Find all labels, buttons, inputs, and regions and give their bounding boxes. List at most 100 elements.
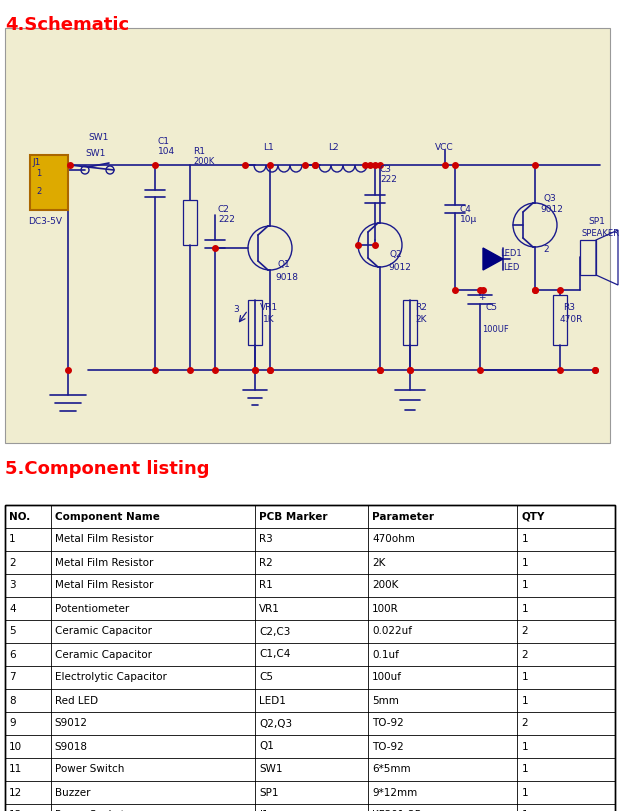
Text: 1K: 1K bbox=[263, 315, 274, 324]
Bar bbox=[553, 295, 567, 345]
Text: NO.: NO. bbox=[9, 512, 30, 521]
Text: 100R: 100R bbox=[372, 603, 399, 613]
Text: +: + bbox=[478, 293, 486, 302]
Text: Buzzer: Buzzer bbox=[55, 787, 90, 797]
Text: 1: 1 bbox=[521, 787, 528, 797]
Text: 2: 2 bbox=[36, 187, 41, 196]
Text: LED1: LED1 bbox=[500, 248, 522, 258]
Text: 2K: 2K bbox=[372, 557, 386, 568]
Text: S9018: S9018 bbox=[55, 741, 88, 752]
Text: 0.1uf: 0.1uf bbox=[372, 650, 399, 659]
Text: 1: 1 bbox=[521, 603, 528, 613]
Text: Potentiometer: Potentiometer bbox=[55, 603, 129, 613]
Bar bbox=[183, 200, 197, 245]
Text: 470ohm: 470ohm bbox=[372, 534, 415, 544]
Text: 104: 104 bbox=[158, 148, 175, 157]
Text: 9: 9 bbox=[9, 719, 16, 728]
Text: R1: R1 bbox=[193, 148, 205, 157]
Text: SPEAKER: SPEAKER bbox=[582, 230, 620, 238]
Text: 5mm: 5mm bbox=[372, 696, 399, 706]
Text: 1: 1 bbox=[521, 696, 528, 706]
Polygon shape bbox=[483, 248, 503, 270]
Text: C5: C5 bbox=[259, 672, 273, 683]
Text: 3: 3 bbox=[233, 306, 239, 315]
Text: Metal Film Resistor: Metal Film Resistor bbox=[55, 534, 153, 544]
Text: 2: 2 bbox=[9, 557, 16, 568]
Text: 470R: 470R bbox=[560, 315, 583, 324]
Text: TO-92: TO-92 bbox=[372, 719, 404, 728]
Text: TO-92: TO-92 bbox=[372, 741, 404, 752]
Text: 9012: 9012 bbox=[388, 263, 411, 272]
Text: R2: R2 bbox=[259, 557, 273, 568]
Text: SP1: SP1 bbox=[588, 217, 605, 226]
Text: SW1: SW1 bbox=[259, 765, 282, 775]
Text: 222: 222 bbox=[218, 216, 235, 225]
Text: 5: 5 bbox=[9, 627, 16, 637]
Text: 1: 1 bbox=[521, 672, 528, 683]
Text: R3: R3 bbox=[563, 303, 575, 312]
Text: 2: 2 bbox=[521, 650, 528, 659]
Text: 1: 1 bbox=[521, 741, 528, 752]
Text: 12: 12 bbox=[9, 787, 22, 797]
Text: Ceramic Capacitor: Ceramic Capacitor bbox=[55, 627, 152, 637]
Text: 100UF: 100UF bbox=[482, 325, 509, 334]
Text: VR1: VR1 bbox=[259, 603, 280, 613]
Text: 2: 2 bbox=[521, 719, 528, 728]
Bar bbox=[248, 300, 262, 345]
Text: C2,C3: C2,C3 bbox=[259, 627, 291, 637]
Text: R1: R1 bbox=[259, 581, 273, 590]
Text: 1: 1 bbox=[521, 581, 528, 590]
Text: 1: 1 bbox=[36, 169, 41, 178]
Text: 5.Component listing: 5.Component listing bbox=[5, 460, 209, 478]
Text: 222: 222 bbox=[380, 175, 397, 184]
Text: Q1: Q1 bbox=[278, 260, 291, 269]
Text: C5: C5 bbox=[485, 303, 497, 312]
Text: Metal Film Resistor: Metal Film Resistor bbox=[55, 581, 153, 590]
Text: Q3: Q3 bbox=[543, 194, 556, 203]
Text: Q1: Q1 bbox=[259, 741, 274, 752]
Text: L1: L1 bbox=[263, 144, 274, 152]
Text: LED1: LED1 bbox=[259, 696, 286, 706]
Bar bbox=[403, 300, 417, 345]
Text: 10μ: 10μ bbox=[460, 216, 478, 225]
Text: SP1: SP1 bbox=[259, 787, 279, 797]
Bar bbox=[5, 505, 615, 811]
Text: 9012: 9012 bbox=[540, 205, 563, 214]
Text: 10: 10 bbox=[9, 741, 22, 752]
Text: 8: 8 bbox=[9, 696, 16, 706]
Text: LED: LED bbox=[503, 264, 519, 272]
Text: 3: 3 bbox=[9, 581, 16, 590]
Text: VR1: VR1 bbox=[260, 303, 278, 312]
Text: Q2,Q3: Q2,Q3 bbox=[259, 719, 292, 728]
Text: QTY: QTY bbox=[521, 512, 545, 521]
Text: C4: C4 bbox=[460, 205, 472, 214]
Text: 6: 6 bbox=[9, 650, 16, 659]
Text: Electrolytic Capacitor: Electrolytic Capacitor bbox=[55, 672, 167, 683]
Text: Metal Film Resistor: Metal Film Resistor bbox=[55, 557, 153, 568]
Bar bbox=[580, 240, 596, 275]
Text: 4.Schematic: 4.Schematic bbox=[5, 16, 129, 34]
Text: 6*5mm: 6*5mm bbox=[372, 765, 411, 775]
Text: SW1: SW1 bbox=[85, 148, 106, 157]
Text: 1: 1 bbox=[521, 534, 528, 544]
Text: 9018: 9018 bbox=[275, 272, 298, 281]
Text: 7: 7 bbox=[9, 672, 16, 683]
Text: R2: R2 bbox=[415, 303, 427, 312]
Text: C1,C4: C1,C4 bbox=[259, 650, 291, 659]
Text: S9012: S9012 bbox=[55, 719, 88, 728]
Text: C1: C1 bbox=[158, 138, 170, 147]
Text: Power Switch: Power Switch bbox=[55, 765, 124, 775]
Text: 100uf: 100uf bbox=[372, 672, 402, 683]
Text: 2K: 2K bbox=[415, 315, 426, 324]
Text: 200K: 200K bbox=[193, 157, 214, 166]
Text: Q2: Q2 bbox=[390, 251, 402, 260]
Text: 200K: 200K bbox=[372, 581, 398, 590]
Text: Component Name: Component Name bbox=[55, 512, 159, 521]
Text: Red LED: Red LED bbox=[55, 696, 98, 706]
Text: 4: 4 bbox=[9, 603, 16, 613]
Text: 9*12mm: 9*12mm bbox=[372, 787, 418, 797]
Text: PCB Marker: PCB Marker bbox=[259, 512, 328, 521]
Text: C3: C3 bbox=[380, 165, 392, 174]
Text: 2: 2 bbox=[521, 627, 528, 637]
Text: Parameter: Parameter bbox=[372, 512, 434, 521]
